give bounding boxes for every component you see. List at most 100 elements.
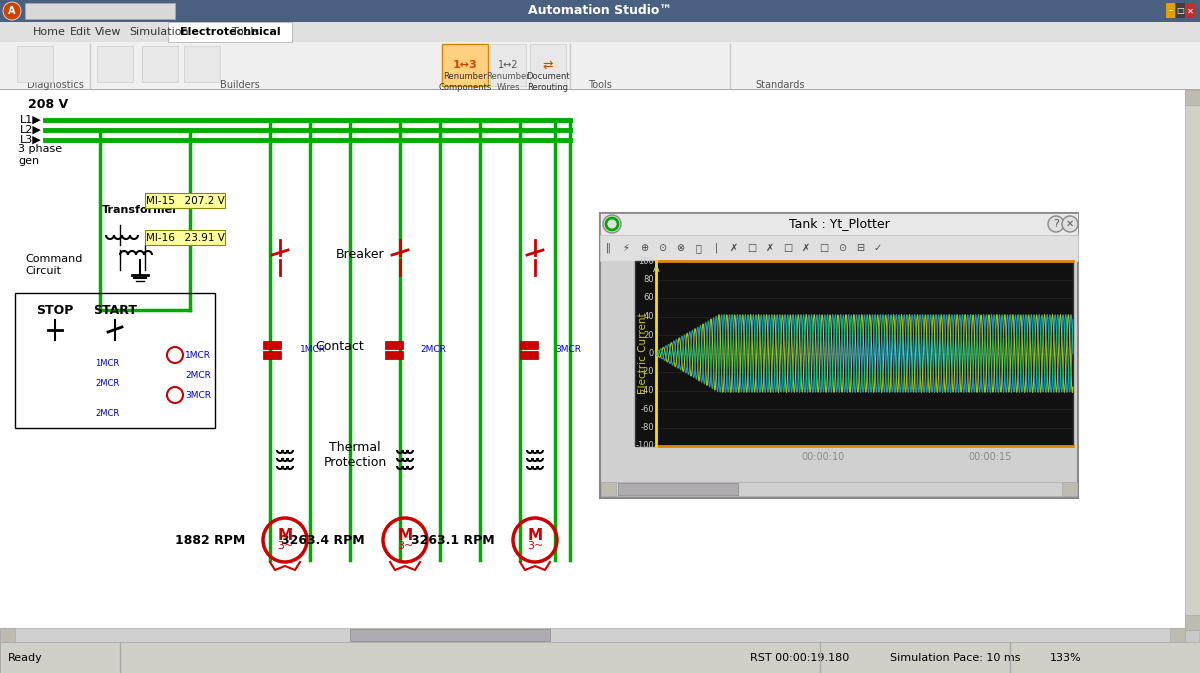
Text: –: – (1169, 7, 1172, 15)
Text: Electric Current: Electric Current (638, 313, 648, 394)
Text: 208 V: 208 V (28, 98, 68, 112)
Text: L3▶: L3▶ (20, 135, 42, 145)
Text: Simulation: Simulation (130, 27, 188, 37)
Text: ✕: ✕ (1187, 7, 1194, 15)
Text: Contact: Contact (316, 341, 365, 353)
Text: 2MCR: 2MCR (95, 378, 119, 388)
Text: MI-15   207.2 V: MI-15 207.2 V (145, 196, 224, 206)
Text: ⊗: ⊗ (676, 243, 684, 253)
Bar (168, 22, 292, 42)
Bar (0, 0, 1200, 22)
Text: 100: 100 (638, 256, 654, 266)
Text: 1↔2: 1↔2 (498, 60, 518, 70)
Bar (600, 213, 1078, 498)
Bar (17, 46, 53, 82)
Text: 3MCR: 3MCR (554, 345, 581, 355)
Bar (385, 351, 403, 359)
Bar (442, 44, 488, 86)
Bar (0, 89, 1200, 90)
Text: 2MCR: 2MCR (95, 409, 119, 417)
Text: 1↔3: 1↔3 (452, 60, 478, 70)
Bar (145, 193, 226, 208)
Text: ✗: ✗ (730, 243, 738, 253)
Text: 00:00:15: 00:00:15 (968, 452, 1012, 462)
Text: -80: -80 (641, 423, 654, 432)
Bar (600, 213, 1078, 235)
Text: 3 phase
gen: 3 phase gen (18, 144, 62, 166)
Text: 20: 20 (643, 330, 654, 339)
Text: 3263.1 RPM: 3263.1 RPM (412, 534, 496, 546)
Text: 1MCR: 1MCR (95, 359, 119, 367)
Text: ✕: ✕ (1066, 219, 1074, 229)
Text: Home: Home (32, 27, 66, 37)
Bar (0, 90, 1190, 630)
Text: ✗: ✗ (802, 243, 810, 253)
Bar (14, 293, 215, 428)
Text: Automation Studio™: Automation Studio™ (528, 5, 672, 17)
Text: Tools: Tools (232, 27, 259, 37)
Text: Edit: Edit (70, 27, 92, 37)
Text: Command
Circuit: Command Circuit (25, 254, 83, 276)
Text: -20: -20 (641, 367, 654, 376)
Text: -60: -60 (641, 404, 654, 413)
Bar (601, 482, 1078, 496)
Bar (1186, 90, 1200, 105)
Text: 1MCR: 1MCR (185, 351, 211, 359)
Text: -40: -40 (641, 386, 654, 395)
Bar (1186, 90, 1200, 630)
Text: Diagnostics: Diagnostics (26, 80, 84, 90)
Text: M: M (528, 528, 542, 542)
Text: ⊟: ⊟ (856, 243, 864, 253)
Circle shape (604, 215, 622, 233)
Text: □: □ (820, 243, 829, 253)
Text: Tools: Tools (588, 80, 612, 90)
Bar (25, 3, 175, 19)
Bar (1170, 628, 1186, 642)
Text: Renumber
Wires: Renumber Wires (486, 72, 530, 92)
Text: Standards: Standards (755, 80, 805, 90)
Bar (1186, 615, 1200, 630)
Text: Renumber
Components: Renumber Components (438, 72, 492, 92)
Bar (520, 341, 538, 349)
Bar (635, 261, 1073, 446)
Text: ‖: ‖ (606, 243, 611, 253)
Text: Builders: Builders (220, 80, 260, 90)
Circle shape (2, 2, 22, 20)
Bar (0, 628, 14, 642)
Bar (0, 628, 1186, 642)
Text: 0: 0 (649, 349, 654, 358)
Bar (600, 235, 1078, 261)
Text: 60: 60 (643, 293, 654, 302)
Text: 133%: 133% (1050, 653, 1081, 663)
Text: ✗: ✗ (766, 243, 774, 253)
Bar (490, 44, 526, 86)
Text: Simulation Pace: 10 ms: Simulation Pace: 10 ms (890, 653, 1020, 663)
Text: Tank : Yt_Plotter: Tank : Yt_Plotter (788, 217, 889, 230)
Text: 3263.4 RPM: 3263.4 RPM (281, 534, 365, 546)
Text: MI-16   23.91 V: MI-16 23.91 V (145, 233, 224, 243)
Text: ?: ? (1054, 219, 1058, 229)
Bar (601, 482, 616, 496)
Bar (1176, 3, 1186, 18)
Text: STOP: STOP (36, 304, 73, 316)
Circle shape (1062, 216, 1078, 232)
Bar (1186, 3, 1195, 18)
Text: RST 00:00:19.180: RST 00:00:19.180 (750, 653, 850, 663)
Text: L1▶: L1▶ (20, 115, 42, 125)
Text: 3~: 3~ (397, 541, 413, 551)
Text: M: M (397, 528, 413, 542)
Bar (0, 22, 1200, 42)
Text: Electrotechnical: Electrotechnical (180, 27, 281, 37)
Bar (263, 341, 281, 349)
Text: □: □ (784, 243, 793, 253)
Text: 40: 40 (643, 312, 654, 321)
Bar (618, 483, 738, 495)
Text: ⚡: ⚡ (623, 243, 630, 253)
Text: 00:00:10: 00:00:10 (802, 452, 845, 462)
Bar (145, 230, 226, 245)
Bar (530, 44, 566, 86)
Text: 1882 RPM: 1882 RPM (175, 534, 245, 546)
Text: 2MCR: 2MCR (185, 371, 211, 380)
Text: ⊕: ⊕ (640, 243, 648, 253)
Bar (142, 46, 178, 82)
